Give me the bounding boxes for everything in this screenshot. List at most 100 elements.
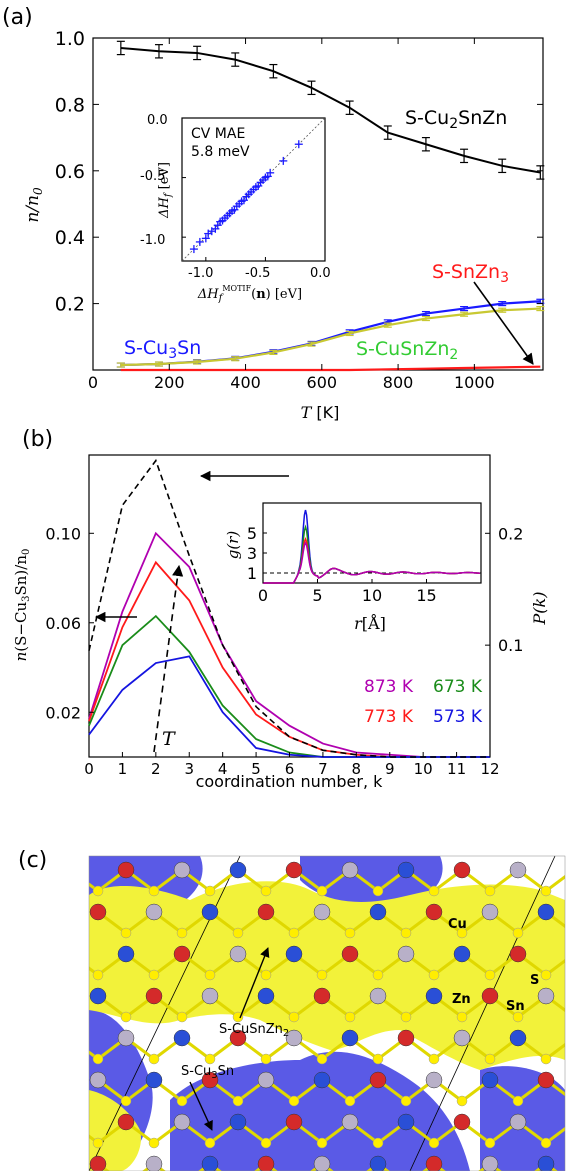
s-atom: [204, 1053, 216, 1065]
s-atom: [176, 1095, 188, 1107]
y-tick-label: 1.0: [55, 28, 85, 50]
s-atom: [92, 885, 104, 897]
s-atom: [484, 1053, 496, 1065]
s-atom: [372, 969, 384, 981]
metal-atom: [201, 1071, 219, 1089]
metal-atom: [285, 1113, 303, 1131]
metal-atom: [117, 1029, 135, 1047]
s-atom: [484, 1137, 496, 1149]
y-tick-label: 0.4: [55, 227, 85, 249]
s-atom: [204, 1137, 216, 1149]
bond: [89, 966, 99, 977]
s-atom: [512, 1011, 524, 1023]
x-tick-label: 6: [285, 760, 295, 778]
inset-x-tick-label: 5: [312, 586, 322, 605]
s-atom: [120, 1095, 132, 1107]
metal-atom: [285, 1029, 303, 1047]
arrow-c-cu3sn: [189, 1081, 213, 1131]
legend-773k: 773 K: [364, 707, 414, 727]
y-tick-label-right: 0.2: [498, 524, 523, 543]
metal-atom: [201, 987, 219, 1005]
bond: [89, 882, 99, 893]
inset-b-xlabel: r[Å]: [354, 613, 386, 633]
s-atom: [540, 885, 552, 897]
panel-a-xlabel: T [K]: [301, 403, 340, 422]
s-atom: [512, 1095, 524, 1107]
metal-atom: [117, 861, 135, 879]
s-atom: [148, 969, 160, 981]
arrow-temperature: [153, 564, 184, 753]
metal-atom: [313, 1071, 331, 1089]
y-tick-label-left: 0.06: [45, 614, 81, 633]
legend-873k: 873 K: [364, 677, 414, 697]
bond: [545, 874, 565, 893]
panel-a-label: (a): [2, 5, 33, 30]
metal-atom: [62, 1030, 78, 1046]
metal-atom: [453, 1113, 471, 1131]
s-atom: [176, 927, 188, 939]
inset-cv-mae: CV MAE: [191, 126, 245, 142]
s-atom: [428, 969, 440, 981]
s-atom: [456, 927, 468, 939]
bond: [545, 1042, 565, 1061]
metal-atom: [285, 861, 303, 879]
s-atom: [428, 1053, 440, 1065]
y-tick-label: 0.2: [55, 294, 85, 316]
s-atom: [288, 1095, 300, 1107]
s-atom: [456, 1011, 468, 1023]
y-tick-label-left: 0.02: [45, 703, 81, 722]
x-tick-label: 200: [154, 373, 185, 392]
metal-atom: [453, 861, 471, 879]
panel-a-ylabel: n/n0: [23, 187, 45, 223]
metal-atom: [509, 861, 527, 879]
s-atom: [204, 969, 216, 981]
s-atom: [456, 1095, 468, 1107]
metal-atom: [341, 861, 359, 879]
inset-x-tick-label: 15: [416, 586, 436, 605]
x-tick-label: 10: [414, 760, 433, 778]
s-atom: [232, 1095, 244, 1107]
inset-gr-curve: [263, 541, 480, 584]
s-atom: [120, 1011, 132, 1023]
x-tick-label: 400: [230, 373, 261, 392]
metal-atom: [481, 987, 499, 1005]
bond: [545, 1126, 565, 1145]
metal-atom: [509, 1113, 527, 1131]
metal-atom: [397, 1113, 415, 1131]
label-s-cu2snzn: S-Cu2SnZn: [405, 107, 507, 132]
metal-atom: [62, 946, 78, 962]
metal-atom: [509, 1029, 527, 1047]
s-atom: [372, 1053, 384, 1065]
metal-atom: [229, 1113, 247, 1131]
s-atom: [316, 1053, 328, 1065]
s-atom: [288, 927, 300, 939]
label-c-cu3sn: S-Cu3Sn: [181, 1064, 234, 1081]
metal-atom: [145, 1071, 163, 1089]
x-tick-label: 800: [383, 373, 414, 392]
atom-label-s: S: [530, 973, 539, 988]
panel-b-ylabel-left: n(S−Cu3Sn)/n0: [12, 549, 32, 662]
s-atom: [540, 1053, 552, 1065]
inset-y-tick-label: 1: [247, 564, 257, 583]
s-atom: [260, 969, 272, 981]
metal-atom: [341, 945, 359, 963]
inset-b-ylabel: g(r): [224, 531, 242, 560]
s-atom: [316, 969, 328, 981]
label-s-snzn3: S-SnZn3: [432, 261, 509, 286]
panel-b-label: (b): [22, 427, 53, 452]
s-atom: [540, 969, 552, 981]
series-line-S-SnZn3: [120, 365, 541, 372]
metal-atom: [537, 1071, 555, 1089]
s-atom: [232, 1011, 244, 1023]
metal-atom: [369, 1155, 387, 1171]
series-line-S-Cu2SnZn: [120, 46, 541, 174]
atom-label-zn: Zn: [452, 992, 471, 1007]
metal-atom: [313, 903, 331, 921]
metal-atom: [425, 903, 443, 921]
s-atom: [260, 1137, 272, 1149]
metal-atom: [453, 945, 471, 963]
x-tick-label: 8: [352, 760, 362, 778]
metal-atom: [481, 1071, 499, 1089]
